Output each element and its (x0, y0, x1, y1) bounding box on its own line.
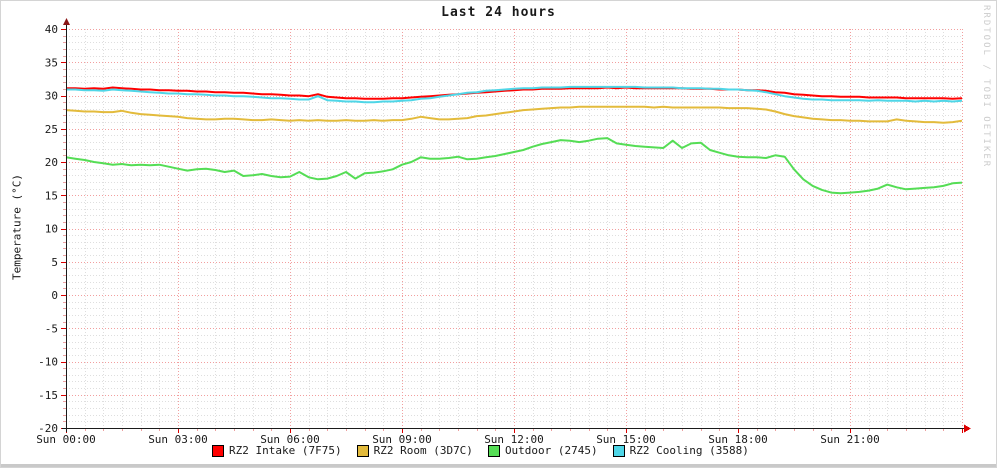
x-tick-label: Sun 18:00 (708, 433, 768, 446)
series-line-rz2-intake-7f75 (66, 86, 963, 100)
rrdtool-watermark: RRDTOOL / TOBI OETIKER (981, 5, 991, 169)
x-tick-label: Sun 15:00 (596, 433, 656, 446)
y-tick-label: 0 (51, 289, 58, 302)
y-tick-label: 25 (45, 123, 58, 136)
legend-label-rz2-cooling-3588: RZ2 Cooling (3588) (629, 444, 749, 457)
x-tick-label: Sun 03:00 (148, 433, 208, 446)
legend-label-outdoor-2745: Outdoor (2745) (504, 444, 598, 457)
legend-label-rz2-intake-7f75: RZ2 Intake (7F75) (229, 444, 342, 457)
x-tick-label: Sun 00:00 (36, 433, 96, 446)
x-axis-arrow (964, 424, 971, 433)
x-tick-label: Sun 06:00 (260, 433, 320, 446)
series-line-rz2-room-3d7c (65, 105, 963, 124)
legend-item-rz2-intake-7f75: RZ2 Intake (7F75) (212, 445, 342, 457)
legend-item-rz2-cooling-3588: RZ2 Cooling (3588) (612, 444, 749, 457)
legend-swatch-outdoor-2745 (487, 445, 500, 457)
y-tick-label: 30 (45, 90, 58, 103)
series-line-rz2-cooling-3588 (66, 85, 963, 104)
legend-label-rz2-room-3d7c: RZ2 Room (3D7C) (373, 444, 473, 457)
x-tick-label: Sun 21:00 (820, 433, 880, 446)
legend-swatch-rz2-room-3d7c (356, 445, 369, 457)
legend-item-rz2-room-3d7c: RZ2 Room (3D7C) (356, 444, 473, 457)
y-tick-label: 10 (45, 223, 58, 236)
data-series (65, 85, 963, 195)
y-tick-label: 35 (45, 56, 58, 69)
y-tick-label: 15 (45, 189, 58, 202)
y-axis-title: Temperature (°C) (10, 174, 24, 280)
chart-title: Last 24 hours (441, 5, 556, 20)
y-tick-label: -5 (45, 322, 58, 335)
bottom-edge-strip (1, 464, 996, 467)
y-tick-label: -15 (38, 389, 58, 402)
axes (61, 18, 971, 433)
y-axis-arrow (63, 18, 70, 25)
legend-swatch-rz2-intake-7f75 (212, 445, 224, 457)
legend-swatch-rz2-cooling-3588 (612, 445, 625, 457)
legend-item-outdoor-2745: Outdoor (2745) (487, 444, 598, 457)
x-tick-label: Sun 12:00 (484, 433, 544, 446)
y-tick-label: 40 (45, 23, 58, 36)
y-tick-label: 5 (51, 256, 58, 269)
y-tick-label: -10 (38, 356, 58, 369)
chart-legend: RZ2 Intake (7F75) RZ2 Room (3D7C) Outdoor … (212, 445, 749, 457)
y-tick-label: 20 (45, 156, 58, 169)
x-tick-label: Sun 09:00 (372, 433, 432, 446)
series-line-outdoor-2745 (65, 137, 963, 195)
y-tick-label: -20 (38, 422, 58, 435)
